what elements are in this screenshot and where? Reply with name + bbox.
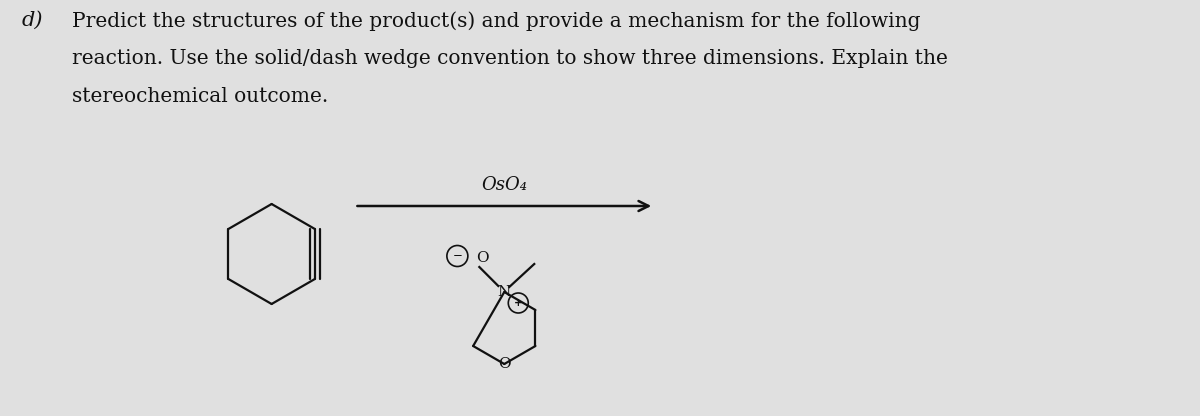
Text: reaction. Use the solid/dash wedge convention to show three dimensions. Explain : reaction. Use the solid/dash wedge conve…	[72, 49, 948, 68]
Text: O: O	[498, 357, 511, 371]
Text: d): d)	[22, 11, 43, 30]
Text: O: O	[476, 251, 488, 265]
Text: Predict the structures of the product(s) and provide a mechanism for the followi: Predict the structures of the product(s)…	[72, 11, 920, 31]
Text: N: N	[498, 285, 511, 299]
Text: +: +	[514, 298, 523, 308]
Text: −: −	[452, 250, 462, 262]
Text: stereochemical outcome.: stereochemical outcome.	[72, 87, 328, 106]
Text: OsO₄: OsO₄	[481, 176, 527, 194]
